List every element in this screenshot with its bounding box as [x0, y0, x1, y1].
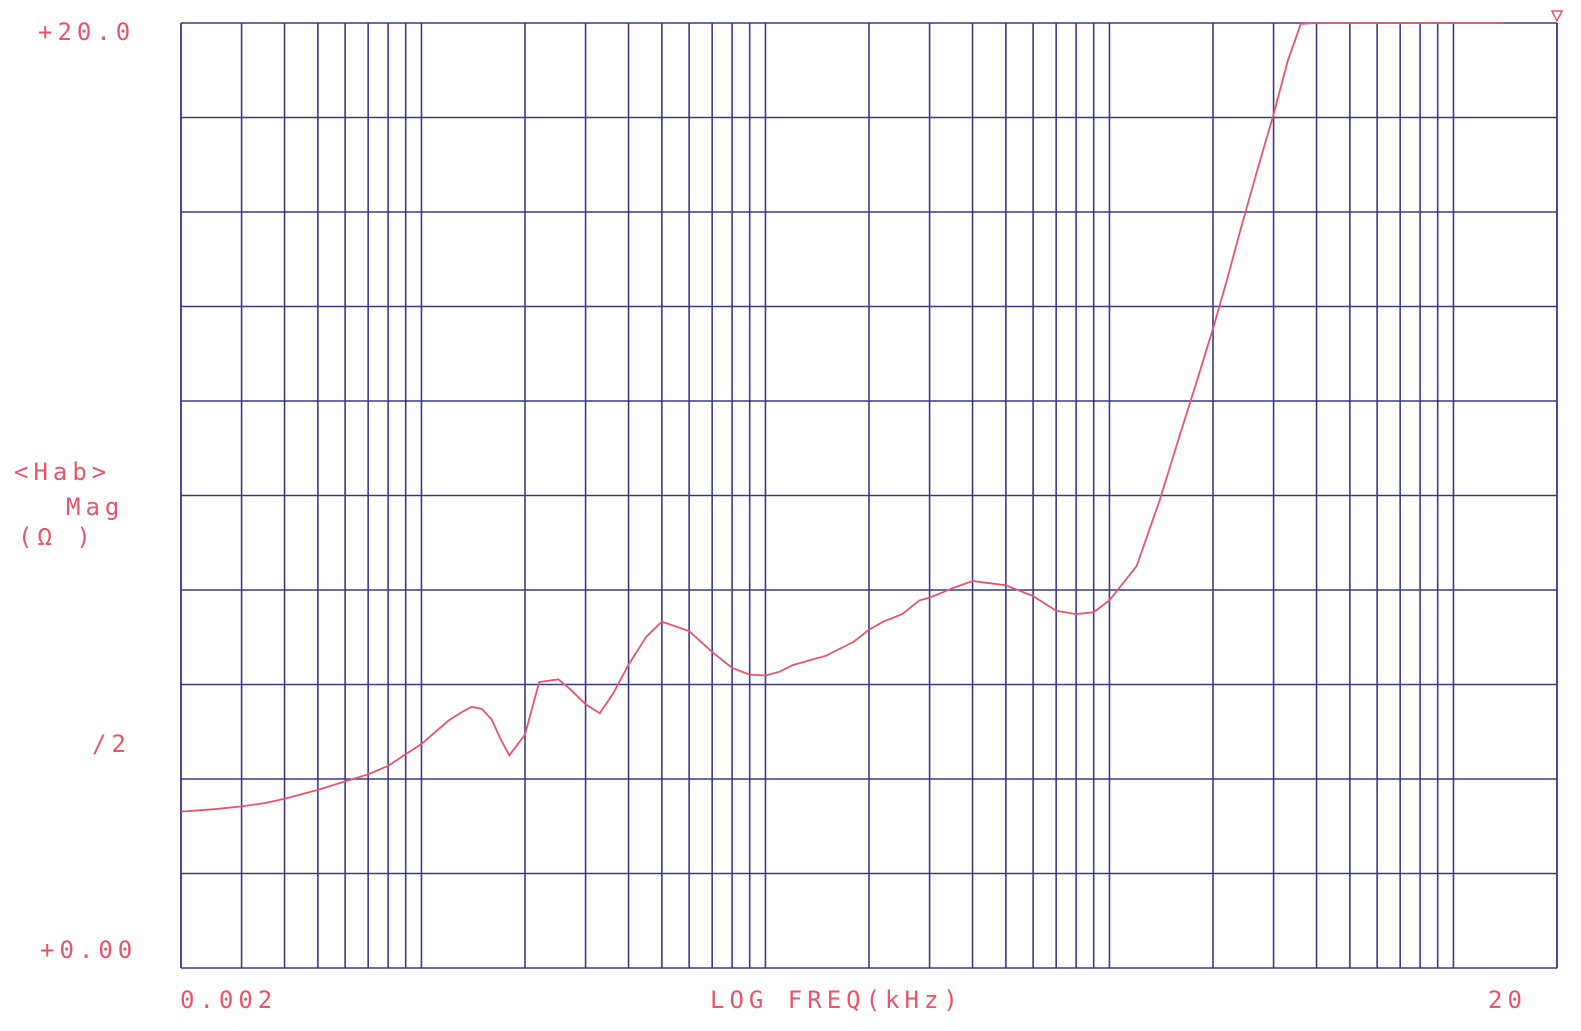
- plot-grid: [180, 22, 1558, 969]
- end-marker-icon: [1550, 10, 1564, 23]
- y-tick-mid: /2: [92, 730, 131, 758]
- x-tick-max: 20: [1488, 986, 1527, 1014]
- impedance-trace: [180, 22, 1504, 813]
- y-tick-max: +20.0: [38, 18, 136, 46]
- y-axis-title-line-3: (Ω ): [18, 523, 96, 551]
- y-axis-title-line-2: Mag: [66, 493, 125, 521]
- x-axis-title: LOG FREQ(kHz): [710, 986, 963, 1014]
- y-tick-min: +0.00: [40, 936, 138, 964]
- y-axis-title-line-1: <Hab>: [14, 458, 112, 486]
- x-tick-min: 0.002: [180, 986, 278, 1014]
